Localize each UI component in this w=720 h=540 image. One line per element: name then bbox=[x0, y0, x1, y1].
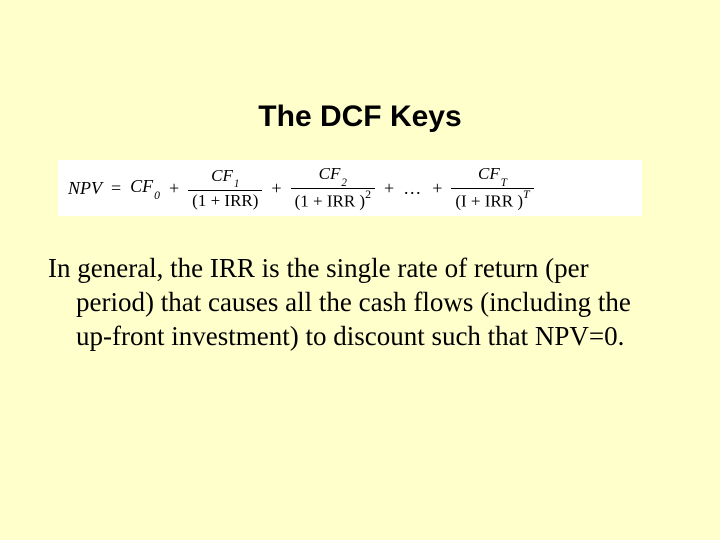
term-cf0: CF0 bbox=[130, 176, 160, 200]
term-cft: CFT (I + IRR )T bbox=[451, 165, 533, 210]
formula-box: NPV = CF0 + CF1 (1 + IRR) + CF2 (1 + IRR… bbox=[58, 160, 642, 216]
slide: The DCF Keys NPV = CF0 + CF1 (1 + IRR) +… bbox=[0, 0, 720, 540]
cf2-sym: CF bbox=[319, 164, 341, 183]
npv-formula: NPV = CF0 + CF1 (1 + IRR) + CF2 (1 + IRR… bbox=[68, 165, 534, 210]
cf2-den: (1 + IRR ) bbox=[295, 192, 366, 211]
cft-den: (I + IRR ) bbox=[455, 192, 523, 211]
cf2-exp: 2 bbox=[365, 187, 371, 201]
cft-sub: T bbox=[501, 177, 507, 189]
cf2-sub: 2 bbox=[341, 177, 347, 189]
plus-1: + bbox=[166, 178, 182, 199]
equals-sign: = bbox=[108, 178, 124, 199]
cft-exp: T bbox=[523, 187, 530, 201]
body-paragraph: In general, the IRR is the single rate o… bbox=[76, 252, 672, 353]
slide-title: The DCF Keys bbox=[48, 100, 672, 134]
plus-4: + bbox=[429, 178, 445, 199]
cf1-sym: CF bbox=[211, 166, 233, 185]
cf1-den: (1 + IRR) bbox=[192, 191, 258, 210]
term-cf1: CF1 (1 + IRR) bbox=[188, 167, 262, 210]
cft-sym: CF bbox=[478, 164, 500, 183]
plus-3: + bbox=[381, 178, 397, 199]
cf0-sub: 0 bbox=[154, 189, 160, 202]
term-cf2: CF2 (1 + IRR )2 bbox=[291, 165, 375, 210]
formula-lhs: NPV bbox=[68, 178, 102, 199]
cf0-sym: CF bbox=[130, 176, 153, 196]
plus-2: + bbox=[268, 178, 284, 199]
ellipsis: … bbox=[403, 178, 423, 199]
cf1-sub: 1 bbox=[234, 178, 240, 190]
